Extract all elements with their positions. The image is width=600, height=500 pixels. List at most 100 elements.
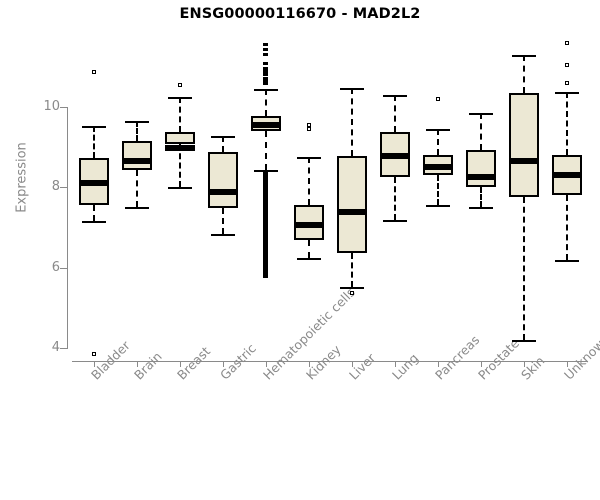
x-tick-mark <box>523 361 525 367</box>
outlier-point <box>263 172 268 176</box>
median-line <box>250 121 281 128</box>
x-tick-mark <box>136 361 138 367</box>
median-line <box>422 164 453 171</box>
lower-whisker-cap <box>296 257 321 260</box>
upper-whisker-cap <box>210 135 235 138</box>
lower-whisker-cap <box>554 259 579 262</box>
lower-whisker <box>350 252 353 287</box>
x-axis-spine <box>72 361 588 362</box>
box-iqr <box>121 141 152 171</box>
lower-whisker <box>264 131 267 171</box>
outlier-point <box>263 52 268 56</box>
lower-whisker-cap <box>382 220 407 223</box>
y-axis-label: Expression <box>14 142 30 213</box>
outlier-point <box>263 79 268 83</box>
upper-whisker-cap <box>124 121 149 124</box>
upper-whisker <box>350 88 353 156</box>
x-tick-mark <box>480 361 482 367</box>
upper-whisker-cap <box>554 92 579 95</box>
median-line <box>293 221 324 228</box>
box-iqr <box>508 92 539 198</box>
outlier-point <box>564 62 569 67</box>
upper-whisker-cap <box>339 88 364 91</box>
lower-whisker-cap <box>425 205 450 208</box>
lower-whisker-cap <box>511 339 536 342</box>
upper-whisker-cap <box>511 54 536 57</box>
outlier-point <box>263 62 268 66</box>
outlier-point <box>91 352 96 357</box>
lower-whisker-cap <box>124 206 149 209</box>
upper-whisker <box>479 113 482 151</box>
upper-whisker <box>264 88 267 116</box>
outlier-point <box>177 82 182 87</box>
median-line <box>465 174 496 181</box>
x-tick-mark <box>566 361 568 367</box>
x-tick-label-pancreas: Pancreas <box>431 332 482 383</box>
lower-whisker <box>436 175 439 206</box>
upper-whisker <box>178 96 181 133</box>
outlier-point <box>263 82 268 86</box>
upper-whisker-cap <box>167 96 192 99</box>
box-iqr <box>164 132 195 144</box>
median-line <box>78 179 109 186</box>
upper-whisker <box>135 121 138 142</box>
outlier-point <box>349 290 354 295</box>
upper-whisker-cap <box>253 88 278 91</box>
outlier-point <box>263 48 268 52</box>
upper-whisker <box>307 157 310 205</box>
outlier-point <box>263 66 268 70</box>
x-tick-mark <box>179 361 181 367</box>
median-line <box>121 158 152 165</box>
y-tick-mark <box>60 107 67 108</box>
lower-whisker <box>522 197 525 340</box>
outlier-point <box>91 70 96 75</box>
outlier-point <box>306 123 311 128</box>
upper-whisker-cap <box>81 126 106 129</box>
x-tick-label-skin: Skin <box>517 353 547 383</box>
y-tick-mark <box>60 267 67 269</box>
box-iqr <box>465 150 496 188</box>
lower-whisker <box>221 207 224 234</box>
upper-whisker <box>565 92 568 156</box>
x-tick-label-unknown-other: Unknown / Other <box>560 297 600 383</box>
median-line <box>336 209 367 216</box>
x-tick-mark <box>394 361 396 367</box>
outlier-point <box>564 40 569 45</box>
lower-whisker <box>565 195 568 260</box>
box-iqr <box>207 151 238 208</box>
lower-whisker <box>479 187 482 207</box>
x-tick-mark <box>93 361 95 367</box>
y-axis-spine <box>67 107 68 349</box>
y-tick-label: 8 <box>51 179 60 195</box>
y-tick-label: 6 <box>51 259 60 275</box>
median-line <box>379 152 410 159</box>
lower-whisker-cap <box>210 233 235 236</box>
median-line <box>508 158 539 165</box>
box-iqr <box>336 156 367 253</box>
upper-whisker <box>92 126 95 158</box>
outlier-point <box>435 96 440 101</box>
upper-whisker-cap <box>468 113 493 116</box>
lower-whisker-cap <box>468 206 493 209</box>
lower-whisker <box>178 143 181 187</box>
upper-whisker <box>393 95 396 133</box>
x-tick-label-brain: Brain <box>130 348 165 383</box>
lower-whisker-cap <box>81 221 106 224</box>
x-tick-mark <box>265 361 267 367</box>
upper-whisker-cap <box>296 157 321 160</box>
upper-whisker-cap <box>382 95 407 98</box>
outlier-point <box>263 43 268 47</box>
median-line <box>207 189 238 196</box>
x-tick-mark <box>222 361 224 367</box>
x-tick-mark <box>437 361 439 367</box>
outlier-point <box>564 80 569 85</box>
upper-whisker <box>221 135 224 152</box>
y-tick-label: 10 <box>43 99 60 114</box>
upper-whisker <box>522 54 525 93</box>
lower-whisker-cap <box>167 186 192 189</box>
x-tick-label-liver: Liver <box>345 350 378 383</box>
upper-whisker <box>436 129 439 156</box>
lower-whisker <box>307 239 310 258</box>
x-tick-mark <box>351 361 353 367</box>
median-line <box>551 172 582 179</box>
